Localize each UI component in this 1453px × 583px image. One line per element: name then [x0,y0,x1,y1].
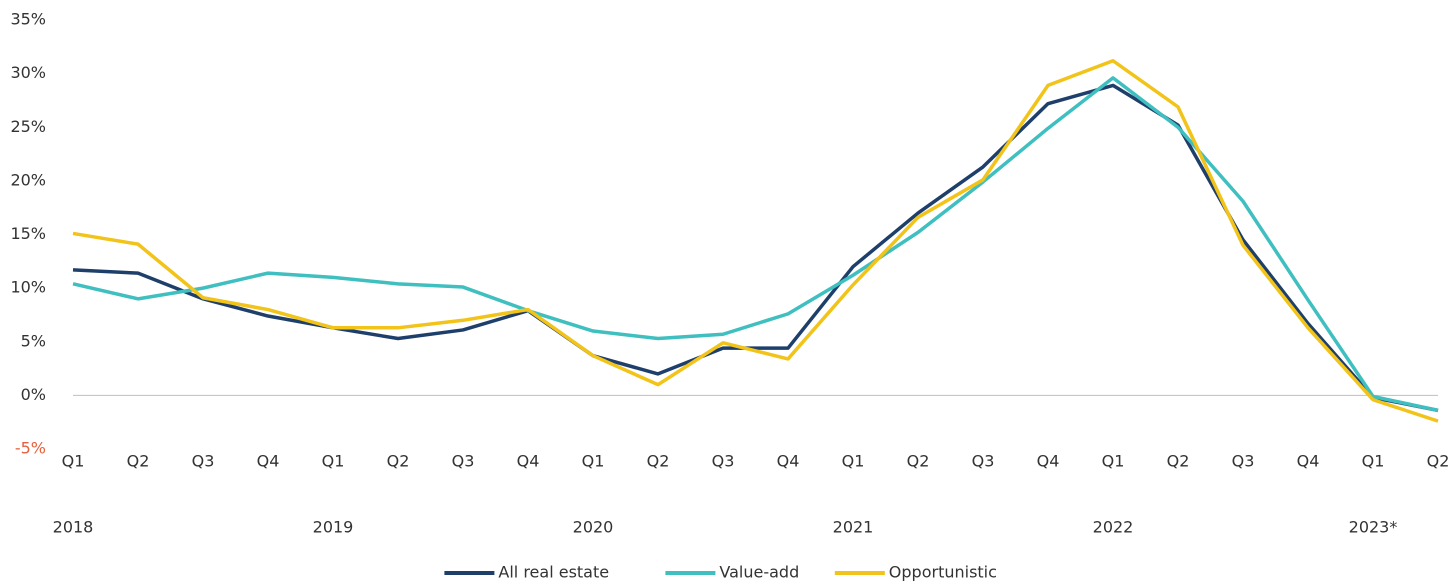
x-tick-label: Q1 [1362,452,1385,471]
x-tick-label: Q4 [1297,452,1320,471]
x-tick-label: Q3 [972,452,995,471]
x-tick-label: Q3 [1232,452,1255,471]
y-tick-label: 10% [10,278,46,297]
x-group-label: 2020 [573,518,614,537]
y-tick-label: 20% [10,170,46,189]
series-line [72,83,1439,413]
x-tick-label: Q4 [517,452,540,471]
x-group-label: 2018 [53,518,94,537]
y-tick-label: 25% [10,117,46,136]
x-tick-label: Q2 [647,452,670,471]
x-tick-label: Q2 [907,452,930,471]
x-tick-label: Q1 [1102,452,1125,471]
x-tick-label: Q4 [1037,452,1060,471]
x-tick-label: Q2 [387,452,410,471]
x-tick-label: Q2 [1167,452,1190,471]
x-group-label: 2019 [313,518,354,537]
y-tick-label: 0% [21,385,46,404]
x-group-label: 2023* [1349,518,1398,537]
series-line [72,76,1439,413]
x-tick-label: Q3 [192,452,215,471]
x-tick-label: Q4 [777,452,800,471]
x-tick-label: Q1 [62,452,85,471]
x-tick-label: Q1 [322,452,345,471]
series-line [72,59,1439,423]
y-tick-label: 35% [10,10,46,29]
y-tick-label: -5% [15,439,46,458]
x-tick-label: Q1 [582,452,605,471]
x-tick-label: Q3 [452,452,475,471]
legend-label: Value-add [719,563,799,582]
x-group-label: 2022 [1093,518,1134,537]
x-group-label: 2021 [833,518,874,537]
x-tick-label: Q1 [842,452,865,471]
x-tick-label: Q2 [1427,452,1450,471]
x-tick-label: Q4 [257,452,280,471]
x-tick-label: Q2 [127,452,150,471]
y-tick-label: 15% [10,224,46,243]
x-tick-label: Q3 [712,452,735,471]
legend-label: Opportunistic [889,563,997,582]
y-tick-label: 30% [10,63,46,82]
y-tick-label: 5% [21,331,46,350]
legend-label: All real estate [498,563,609,582]
